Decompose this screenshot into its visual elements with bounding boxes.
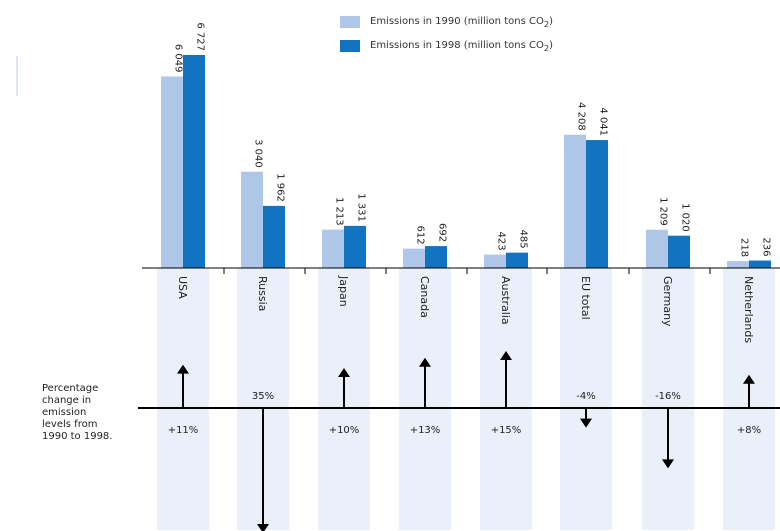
column-band <box>642 268 694 530</box>
arrow-head <box>500 351 512 360</box>
category-label: Australia <box>499 276 512 325</box>
bar-1998 <box>183 55 205 268</box>
bar-value-label: 6 727 <box>195 22 206 51</box>
caption-line: levels from <box>42 419 98 430</box>
percent-change-label: +15% <box>491 425 522 436</box>
bar-1990 <box>484 254 506 268</box>
arrow-head <box>662 459 674 469</box>
category-label: Japan <box>337 275 350 307</box>
bar-1998 <box>425 246 447 268</box>
percent-change-label: +11% <box>168 425 199 436</box>
arrow-head <box>338 368 350 377</box>
bar-1998 <box>506 252 528 268</box>
bar-1990 <box>322 229 344 268</box>
category-label: Netherlands <box>742 276 755 343</box>
bar-1998 <box>586 140 608 268</box>
bar-1990 <box>161 76 183 268</box>
arrow-head <box>580 418 592 428</box>
legend-item-1990: Emissions in 1990 (million tons CO2) <box>340 10 553 34</box>
percent-change-label: -16% <box>655 391 681 402</box>
column-bands <box>157 268 775 530</box>
category-label: Canada <box>418 276 431 318</box>
decorative-line <box>16 56 18 96</box>
bar-1998 <box>749 260 771 268</box>
bar-1998 <box>668 235 690 268</box>
arrow-head <box>743 374 755 384</box>
arrow-head <box>177 364 189 374</box>
bar-value-label: 612 <box>415 226 426 245</box>
bar-value-label: 236 <box>761 237 772 256</box>
legend-label-1998: Emissions in 1998 (million tons CO2) <box>370 39 554 53</box>
caption-line: emission <box>42 407 87 418</box>
bar-value-label: 3 040 <box>253 139 264 168</box>
bar-value-label: 1 020 <box>680 203 691 232</box>
arrow-head <box>419 357 431 367</box>
percent-change-arrows <box>177 351 755 531</box>
category-label: Germany <box>661 276 674 327</box>
category-label: Russia <box>256 276 269 311</box>
bar-1990 <box>727 261 749 268</box>
category-label: EU total <box>579 276 592 320</box>
bar-1990 <box>564 134 586 268</box>
bar-value-label: 6 049 <box>173 44 184 73</box>
arrow-head <box>257 524 269 531</box>
chart-labels: 6 049 6 727 USA +11% 3 040 1 962 Russia 35% 1 21… <box>168 22 772 436</box>
bar-groups <box>161 55 771 268</box>
bar-value-label: 1 213 <box>334 197 345 226</box>
percent-change-label: 35% <box>252 391 274 402</box>
bar-value-label: 1 209 <box>658 197 669 226</box>
caption-line: change in <box>42 395 92 406</box>
column-band <box>560 268 612 530</box>
bar-1998 <box>344 225 366 268</box>
bar-value-label: 485 <box>518 230 529 249</box>
legend-swatch-1990 <box>340 16 360 28</box>
bar-value-label: 423 <box>496 232 507 251</box>
bar-value-label: 1 962 <box>275 173 286 202</box>
legend-swatch-1998 <box>340 40 360 52</box>
caption-line: Percentage <box>42 383 99 394</box>
bar-1990 <box>241 171 263 268</box>
bar-1990 <box>403 248 425 268</box>
bar-value-label: 4 208 <box>576 102 587 131</box>
legend-label-1990: Emissions in 1990 (million tons CO2) <box>370 15 554 29</box>
bar-1990 <box>646 229 668 268</box>
percent-change-label: +13% <box>410 425 441 436</box>
bar-value-label: 1 331 <box>356 193 367 222</box>
chart-axes <box>138 267 780 409</box>
percent-change-label: +10% <box>329 425 360 436</box>
bar-value-label: 4 041 <box>598 107 609 136</box>
percent-change-label: -4% <box>576 391 595 402</box>
legend: Emissions in 1990 (million tons CO2) Emi… <box>340 10 553 58</box>
category-label: USA <box>176 276 189 299</box>
legend-item-1998: Emissions in 1998 (million tons CO2) <box>340 34 553 58</box>
caption-line: 1990 to 1998. <box>42 431 113 442</box>
bar-value-label: 218 <box>739 238 750 257</box>
bar-1998 <box>263 205 285 268</box>
percent-change-caption: Percentage change in emission levels fro… <box>42 383 152 443</box>
percent-change-label: +8% <box>737 425 761 436</box>
bar-value-label: 692 <box>437 223 448 242</box>
